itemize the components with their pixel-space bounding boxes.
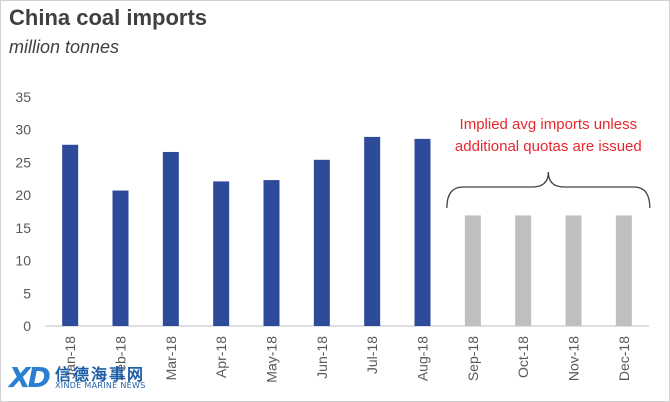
x-tick-label: May-18 xyxy=(264,336,280,383)
annotation-brace xyxy=(446,171,651,209)
y-tick-label: 35 xyxy=(15,89,31,105)
bar-actual-apr-18 xyxy=(213,181,230,326)
chart-title: China coal imports xyxy=(9,5,208,30)
bar-actual-jul-18 xyxy=(364,136,381,326)
y-tick-label: 5 xyxy=(23,285,31,301)
bar-actual-feb-18 xyxy=(112,190,129,326)
annotation-text-line: additional quotas are issued xyxy=(455,138,642,155)
x-tick-label: Nov-18 xyxy=(566,336,582,381)
x-tick-label: Jul-18 xyxy=(364,336,380,374)
watermark-mark: XD xyxy=(9,361,51,394)
bar-implied-nov-18 xyxy=(565,215,582,326)
x-tick-label: Apr-18 xyxy=(213,336,229,378)
x-tick-label: Dec-18 xyxy=(616,336,632,381)
watermark-chinese-name: 信德海事网 xyxy=(55,365,146,384)
x-tick-label: Aug-18 xyxy=(415,336,431,381)
bar-implied-dec-18 xyxy=(615,215,632,326)
bar-actual-may-18 xyxy=(263,180,280,326)
y-tick-label: 10 xyxy=(15,253,31,269)
watermark-english-name: XINDE MARINE NEWS xyxy=(55,381,146,390)
bar-actual-aug-18 xyxy=(414,138,431,326)
annotation-text-line: Implied avg imports unless xyxy=(460,116,638,133)
y-tick-label: 15 xyxy=(15,220,31,236)
x-tick-label: Feb-18 xyxy=(113,336,129,381)
x-tick-label: Oct-18 xyxy=(515,336,531,378)
chart-subtitle: million tonnes xyxy=(9,37,120,57)
bar-implied-sep-18 xyxy=(464,215,481,326)
bar-actual-jan-18 xyxy=(62,144,79,326)
y-tick-label: 0 xyxy=(23,318,31,334)
x-tick-label: Sep-18 xyxy=(465,336,481,381)
watermark-logo: XD 信德海事网 XINDE MARINE NEWS xyxy=(9,359,179,399)
x-tick-label: Jan-18 xyxy=(62,336,78,379)
x-tick-label: Jun-18 xyxy=(314,336,330,379)
y-tick-label: 30 xyxy=(15,122,31,138)
y-tick-label: 25 xyxy=(15,154,31,170)
bar-actual-jun-18 xyxy=(313,159,330,326)
bar-actual-mar-18 xyxy=(162,151,179,326)
y-tick-label: 20 xyxy=(15,187,31,203)
x-tick-label: Mar-18 xyxy=(163,336,179,381)
bar-implied-oct-18 xyxy=(515,215,532,326)
